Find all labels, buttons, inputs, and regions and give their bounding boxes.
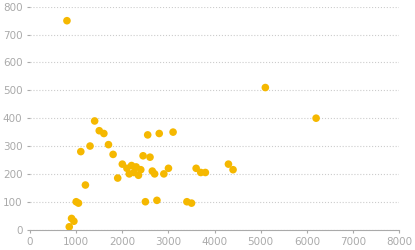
- Point: [154, 198, 160, 202]
- Point: [149, 169, 156, 173]
- Point: [262, 86, 269, 89]
- Point: [165, 166, 172, 170]
- Point: [100, 132, 107, 136]
- Point: [124, 166, 130, 170]
- Point: [87, 144, 93, 148]
- Point: [137, 168, 144, 172]
- Point: [71, 219, 77, 223]
- Point: [188, 201, 195, 205]
- Point: [82, 183, 89, 187]
- Point: [73, 200, 80, 204]
- Point: [151, 172, 158, 176]
- Point: [225, 162, 232, 166]
- Point: [170, 130, 176, 134]
- Point: [146, 155, 153, 159]
- Point: [110, 152, 117, 156]
- Point: [128, 164, 135, 168]
- Point: [66, 225, 73, 229]
- Point: [230, 168, 237, 172]
- Point: [63, 19, 70, 23]
- Point: [68, 216, 75, 220]
- Point: [119, 162, 126, 166]
- Point: [142, 200, 149, 204]
- Point: [131, 170, 137, 174]
- Point: [133, 165, 139, 169]
- Point: [135, 173, 142, 177]
- Point: [193, 166, 200, 170]
- Point: [126, 172, 132, 176]
- Point: [313, 116, 320, 120]
- Point: [198, 170, 204, 174]
- Point: [115, 176, 121, 180]
- Point: [75, 201, 82, 205]
- Point: [156, 132, 163, 136]
- Point: [96, 129, 103, 133]
- Point: [91, 119, 98, 123]
- Point: [183, 200, 190, 204]
- Point: [78, 150, 84, 154]
- Point: [105, 143, 112, 147]
- Point: [144, 133, 151, 137]
- Point: [161, 172, 167, 176]
- Point: [202, 170, 209, 174]
- Point: [140, 154, 146, 158]
